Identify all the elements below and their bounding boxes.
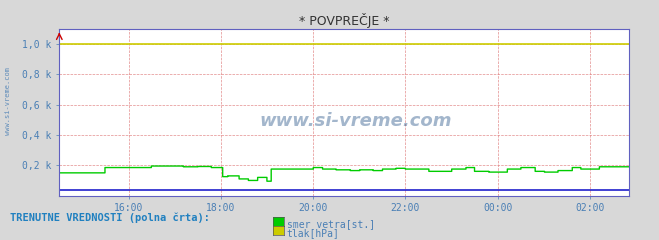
Text: tlak[hPa]: tlak[hPa] (287, 228, 339, 238)
Text: smer vetra[st.]: smer vetra[st.] (287, 219, 375, 229)
Text: www.si-vreme.com: www.si-vreme.com (5, 67, 11, 135)
Title: * POVPREČJE *: * POVPREČJE * (299, 13, 389, 28)
Text: TRENUTNE VREDNOSTI (polna črta):: TRENUTNE VREDNOSTI (polna črta): (10, 212, 210, 223)
Text: www.si-vreme.com: www.si-vreme.com (260, 112, 452, 130)
